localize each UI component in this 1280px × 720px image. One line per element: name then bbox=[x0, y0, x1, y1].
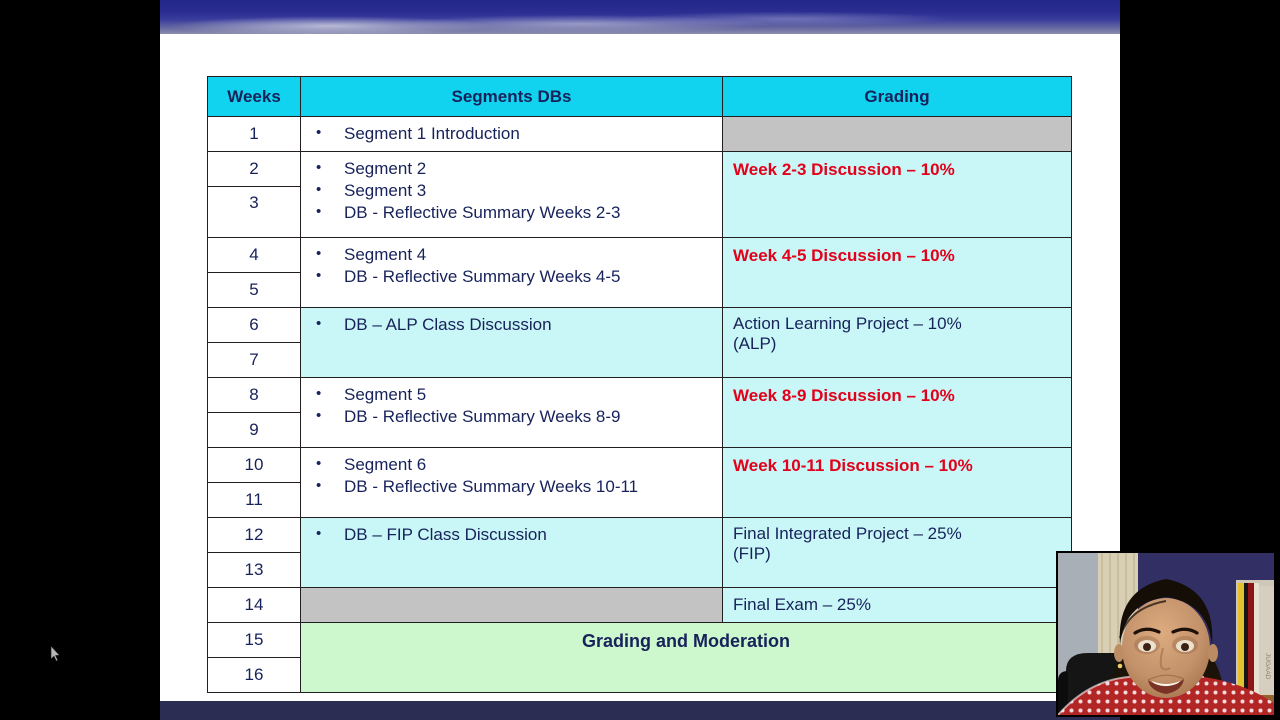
svg-text:JUGAAD: JUGAAD bbox=[1264, 653, 1271, 680]
